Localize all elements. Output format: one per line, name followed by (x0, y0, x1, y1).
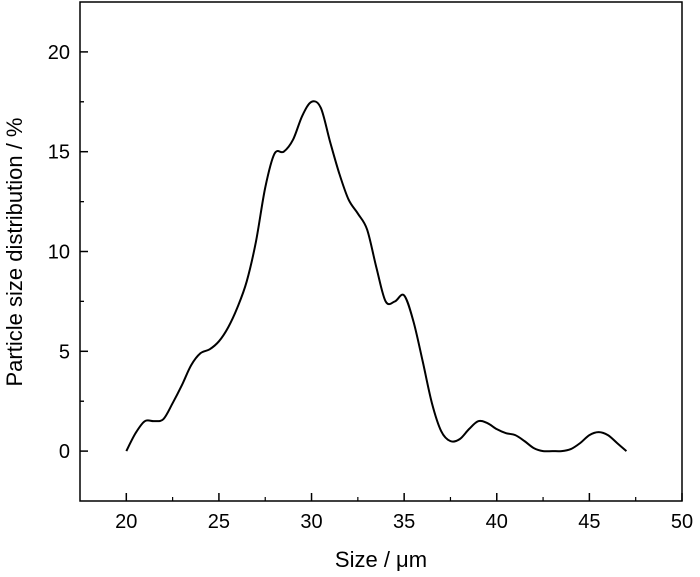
y-axis: 0 5 10 15 20 (48, 42, 88, 463)
x-axis: 20 25 30 35 40 45 50 (115, 493, 693, 533)
y-axis-title: Particle size distribution / % (2, 118, 27, 387)
y-tick-label: 5 (59, 341, 70, 363)
x-tick-label: 20 (115, 511, 137, 533)
x-tick-label: 45 (578, 511, 600, 533)
plot-frame (79, 1, 683, 502)
x-tick-label: 50 (671, 511, 693, 533)
y-tick-label: 15 (48, 142, 70, 164)
y-tick-label: 20 (48, 42, 70, 64)
x-tick-label: 40 (486, 511, 508, 533)
series-line (125, 100, 628, 453)
x-tick-label: 35 (393, 511, 415, 533)
x-tick-label: 25 (208, 511, 230, 533)
x-tick-label: 30 (300, 511, 322, 533)
y-tick-label: 10 (48, 242, 70, 264)
y-tick-label: 0 (59, 441, 70, 463)
x-axis-title: Size / μm (335, 547, 427, 572)
